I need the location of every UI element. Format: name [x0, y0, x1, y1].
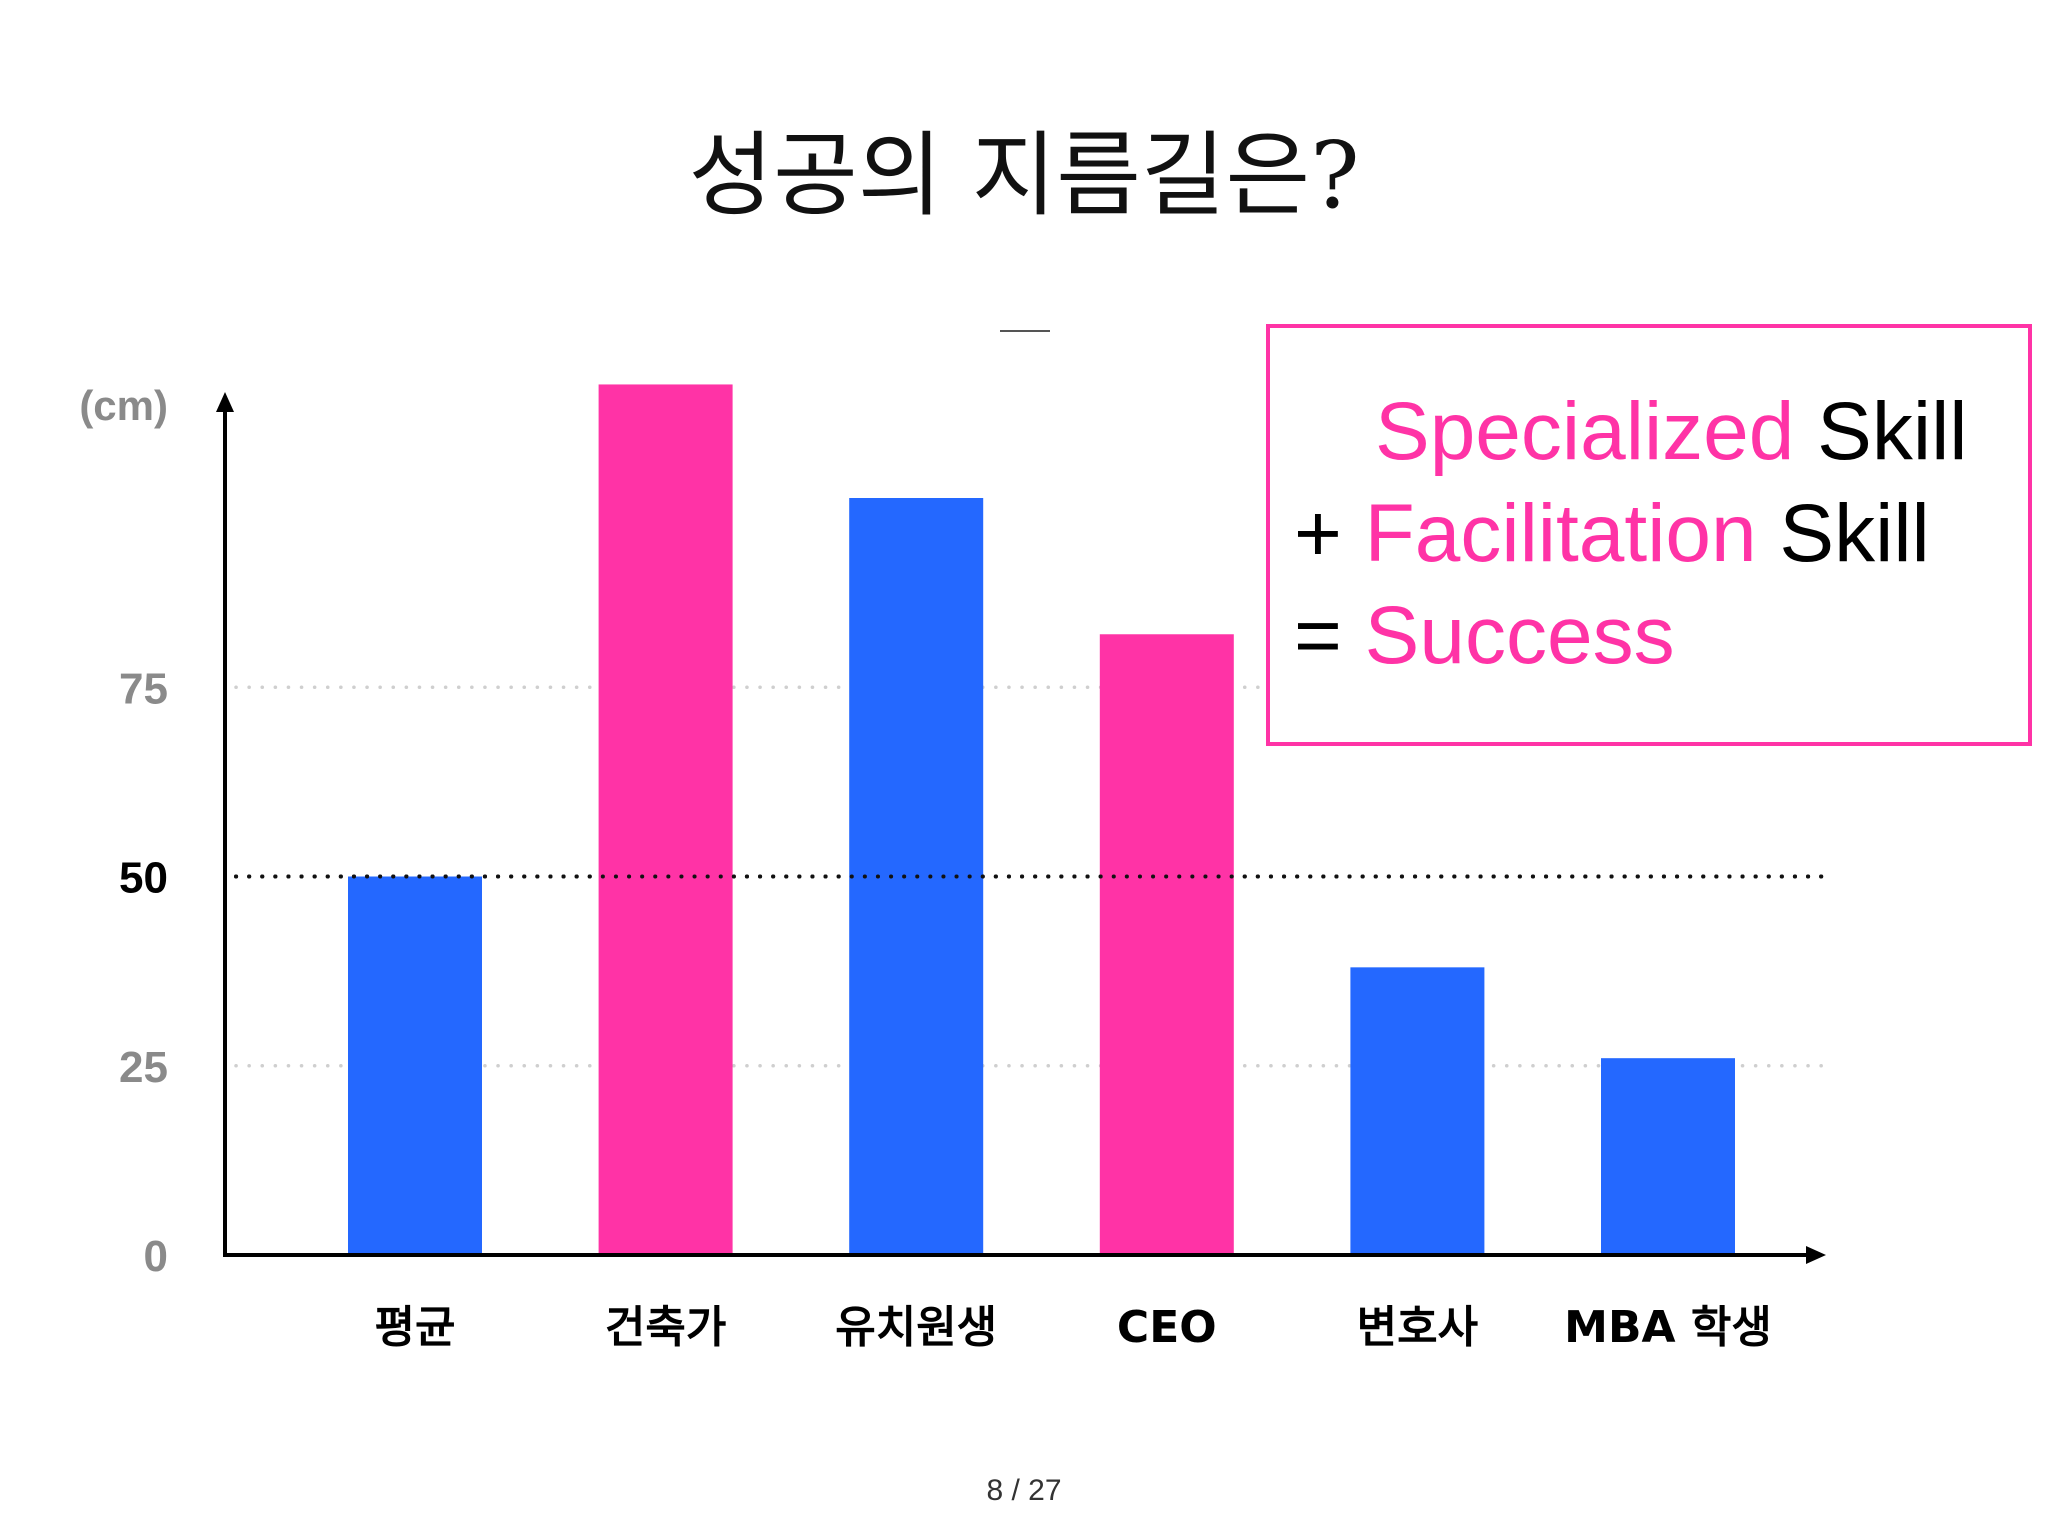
callout-text-skill-1: Skill [1794, 386, 1968, 477]
x-tick-label-1: 건축가 [605, 1302, 726, 1353]
bar-0 [348, 876, 482, 1255]
x-tick-label-4: 변호사 [1357, 1302, 1478, 1353]
callout-line-facilitation: + Facilitation Skill [1294, 483, 1930, 585]
y-axis-unit-label: (cm) [79, 382, 168, 429]
callout-accent-facilitation: Facilitation [1364, 488, 1757, 579]
axes [216, 392, 1826, 1264]
bar-4 [1350, 967, 1485, 1255]
y-tick-label-50: 50 [119, 854, 168, 903]
callout-line-specialized: Specialized Skill [1375, 381, 1968, 483]
callout-accent-specialized: Specialized [1375, 386, 1795, 477]
callout-line-success: = Success [1294, 585, 1675, 687]
callout-accent-success: Success [1364, 590, 1675, 681]
y-tick-label-25: 25 [119, 1043, 168, 1092]
x-tick-label-0: 평균 [375, 1302, 456, 1353]
title-divider [1000, 330, 1050, 332]
bar-5 [1601, 1058, 1735, 1255]
x-axis-arrow-icon [1806, 1246, 1826, 1264]
bar-3 [1099, 634, 1234, 1255]
formula-callout: Specialized Skill + Facilitation Skill =… [1266, 324, 2032, 746]
x-tick-label-5: MBA 학생 [1564, 1302, 1772, 1353]
slide-title: 성공의 지름길은? [688, 122, 1360, 229]
callout-plus-sign: + [1294, 488, 1365, 579]
y-tick-label-75: 75 [119, 664, 168, 713]
x-tick-label-3: CEO [1117, 1302, 1217, 1353]
y-axis-arrow-icon [216, 392, 234, 412]
x-tick-label-2: 유치원생 [835, 1302, 997, 1353]
bars [234, 384, 1832, 1255]
callout-text-skill-2: Skill [1756, 488, 1930, 579]
bar-1 [598, 384, 733, 1255]
y-tick-labels: 0 25 50 75 [119, 664, 168, 1281]
y-tick-label-0: 0 [144, 1232, 168, 1281]
page-indicator: 8 / 27 [986, 1474, 1062, 1507]
callout-equals-sign: = [1294, 590, 1365, 681]
x-tick-labels: 평균 건축가 유치원생 CEO 변호사 MBA 학생 [375, 1302, 1772, 1353]
